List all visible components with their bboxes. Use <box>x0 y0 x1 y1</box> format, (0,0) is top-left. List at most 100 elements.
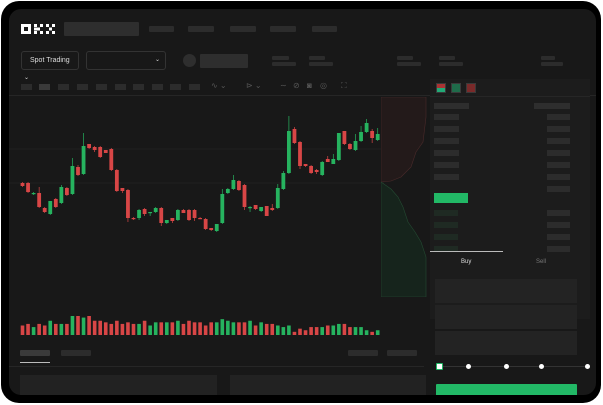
book-view-asks-icon[interactable] <box>466 83 476 93</box>
candlestick-chart[interactable] <box>9 87 384 337</box>
volume-bar <box>242 322 247 335</box>
tab-order-history[interactable] <box>61 350 91 356</box>
candle-body <box>270 208 275 210</box>
candle-body <box>48 201 53 214</box>
candle-body <box>342 131 347 144</box>
candle-body <box>164 220 169 223</box>
candle-body <box>248 207 252 209</box>
interval-button[interactable] <box>77 84 88 90</box>
candle-body <box>242 185 247 207</box>
interval-button[interactable] <box>115 84 126 90</box>
slider-step-75[interactable] <box>539 364 544 369</box>
settings-icon[interactable]: ◎ <box>320 81 327 90</box>
volume-bar <box>115 320 119 335</box>
search-input[interactable] <box>64 22 139 36</box>
tab-buy[interactable]: Buy <box>461 259 472 265</box>
stat-value <box>439 62 463 66</box>
slider-step-50[interactable] <box>504 364 509 369</box>
draw-icon[interactable]: ⊳ ⌄ <box>246 81 262 90</box>
candle-body <box>214 224 219 231</box>
total-input[interactable] <box>435 331 577 355</box>
market-type-label: Spot Trading <box>30 57 70 64</box>
percent-slider-handle[interactable] <box>436 363 443 370</box>
volume-bar <box>298 328 302 335</box>
interval-button[interactable] <box>152 84 163 90</box>
volume-bar <box>192 322 197 335</box>
nav-item[interactable] <box>230 26 256 32</box>
candle-body <box>59 187 64 203</box>
interval-button[interactable] <box>58 84 69 90</box>
interval-button[interactable] <box>170 84 181 90</box>
volume-bar <box>342 323 347 335</box>
percent-slider-track[interactable] <box>439 366 589 367</box>
pair-select[interactable]: ⌄ <box>86 51 166 70</box>
nav-item[interactable] <box>188 26 214 32</box>
ruler-icon[interactable]: ⊘ <box>293 81 300 90</box>
interval-button[interactable] <box>96 84 107 90</box>
candle-body <box>203 219 208 229</box>
market-type-select[interactable]: Spot Trading ⌄ <box>21 51 79 81</box>
interval-button[interactable] <box>189 84 200 90</box>
nav-item[interactable] <box>270 26 296 32</box>
divider <box>9 366 424 367</box>
volume-bar <box>359 327 363 335</box>
volume-bar <box>65 323 69 335</box>
chevron-down-icon: ⌄ <box>24 75 30 81</box>
candle-body <box>303 164 308 166</box>
slider-step-25[interactable] <box>466 364 471 369</box>
camera-icon[interactable]: ◙ <box>307 81 312 90</box>
volume-bar <box>98 320 102 335</box>
bid-price <box>434 234 458 240</box>
ask-price <box>434 150 459 156</box>
candle-body <box>31 193 36 195</box>
book-header-amount <box>534 103 570 109</box>
nav-item[interactable] <box>312 26 337 32</box>
volume-bar <box>42 325 47 335</box>
stat-label <box>272 56 289 60</box>
volume-bar <box>59 323 64 335</box>
buy-button[interactable] <box>436 384 577 395</box>
book-header-price <box>434 103 469 109</box>
volume-bar <box>159 322 164 335</box>
filter-button[interactable] <box>387 350 417 356</box>
volume-bar <box>70 316 75 335</box>
ask-price <box>434 114 459 120</box>
fullscreen-icon[interactable]: ⛶ <box>341 81 347 90</box>
volume-bar <box>264 323 269 335</box>
tab-open-orders[interactable] <box>20 350 50 356</box>
indicator-icon[interactable]: ∿ ⌄ <box>211 81 227 90</box>
amount-input[interactable] <box>435 305 577 329</box>
volume-bar <box>320 327 324 335</box>
volume-bar <box>142 320 147 335</box>
volume-bar <box>287 325 291 335</box>
ask-amount <box>547 174 570 180</box>
candle-body <box>70 166 75 194</box>
candle-body <box>320 162 325 175</box>
candle-body <box>159 208 164 223</box>
price-input[interactable] <box>435 279 577 303</box>
volume-bar <box>187 320 191 335</box>
interval-button[interactable] <box>133 84 144 90</box>
interval-button[interactable] <box>39 84 50 90</box>
tab-sell[interactable]: Sell <box>536 259 547 265</box>
wave-icon[interactable]: ∼ <box>280 81 287 90</box>
slider-step-100[interactable] <box>585 364 590 369</box>
volume-bar <box>92 320 97 335</box>
volume-bar <box>137 323 141 335</box>
book-view-both-icon[interactable] <box>436 83 446 93</box>
volume-bar <box>303 330 308 335</box>
candle-body <box>253 205 258 209</box>
nav-item[interactable] <box>149 26 174 32</box>
candle-body <box>264 206 269 216</box>
volume-bar <box>148 325 152 335</box>
order-card <box>230 375 426 395</box>
candle-body <box>87 144 91 148</box>
book-view-bids-icon[interactable] <box>451 83 461 93</box>
candle-body <box>348 144 352 149</box>
filter-button[interactable] <box>348 350 378 356</box>
volume-bar <box>87 316 91 335</box>
candle-body <box>287 131 291 173</box>
interval-button[interactable] <box>21 84 32 90</box>
bid-amount <box>547 234 570 240</box>
candle-body <box>259 207 264 211</box>
